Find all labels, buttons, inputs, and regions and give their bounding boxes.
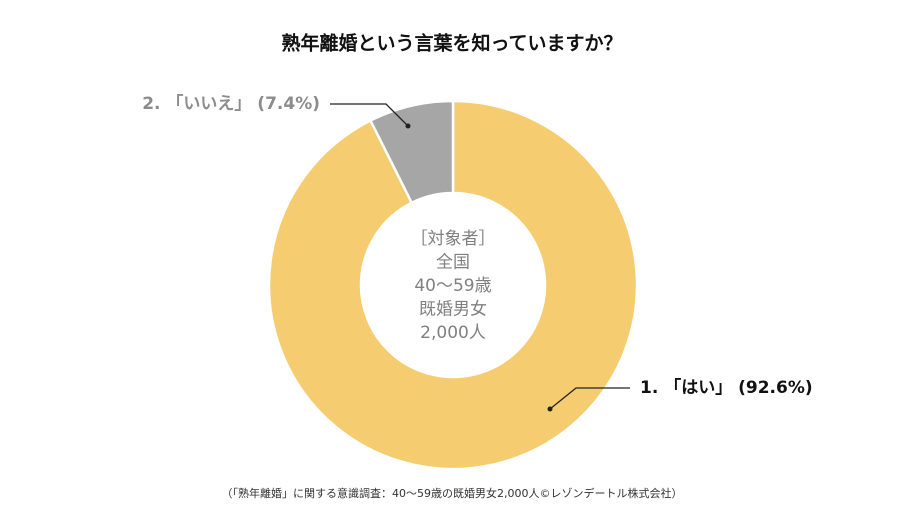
center-text: 既婚男女 — [419, 300, 487, 320]
data-label: 2. 「いいえ」 (7.4%) — [142, 93, 320, 114]
leader-dot — [405, 123, 411, 129]
center-text: ［対象者］ — [411, 229, 496, 249]
chart-title: 熟年離婚という言葉を知っていますか？ — [281, 32, 622, 55]
leader-dot — [547, 406, 553, 412]
donut-slice — [267, 99, 639, 471]
leader-line — [549, 387, 630, 410]
leader-line — [330, 103, 409, 127]
center-text: 40～59歳 — [414, 276, 491, 296]
center-text: 全国 — [436, 253, 470, 273]
data-label: 1. 「はい」 (92.6%) — [640, 377, 813, 398]
center-text: 2,000人 — [420, 323, 486, 343]
footnote: （「熟年離婚」に関する意識調査：40～59歳の既婚男女2,000人©レゾンデート… — [222, 486, 683, 500]
